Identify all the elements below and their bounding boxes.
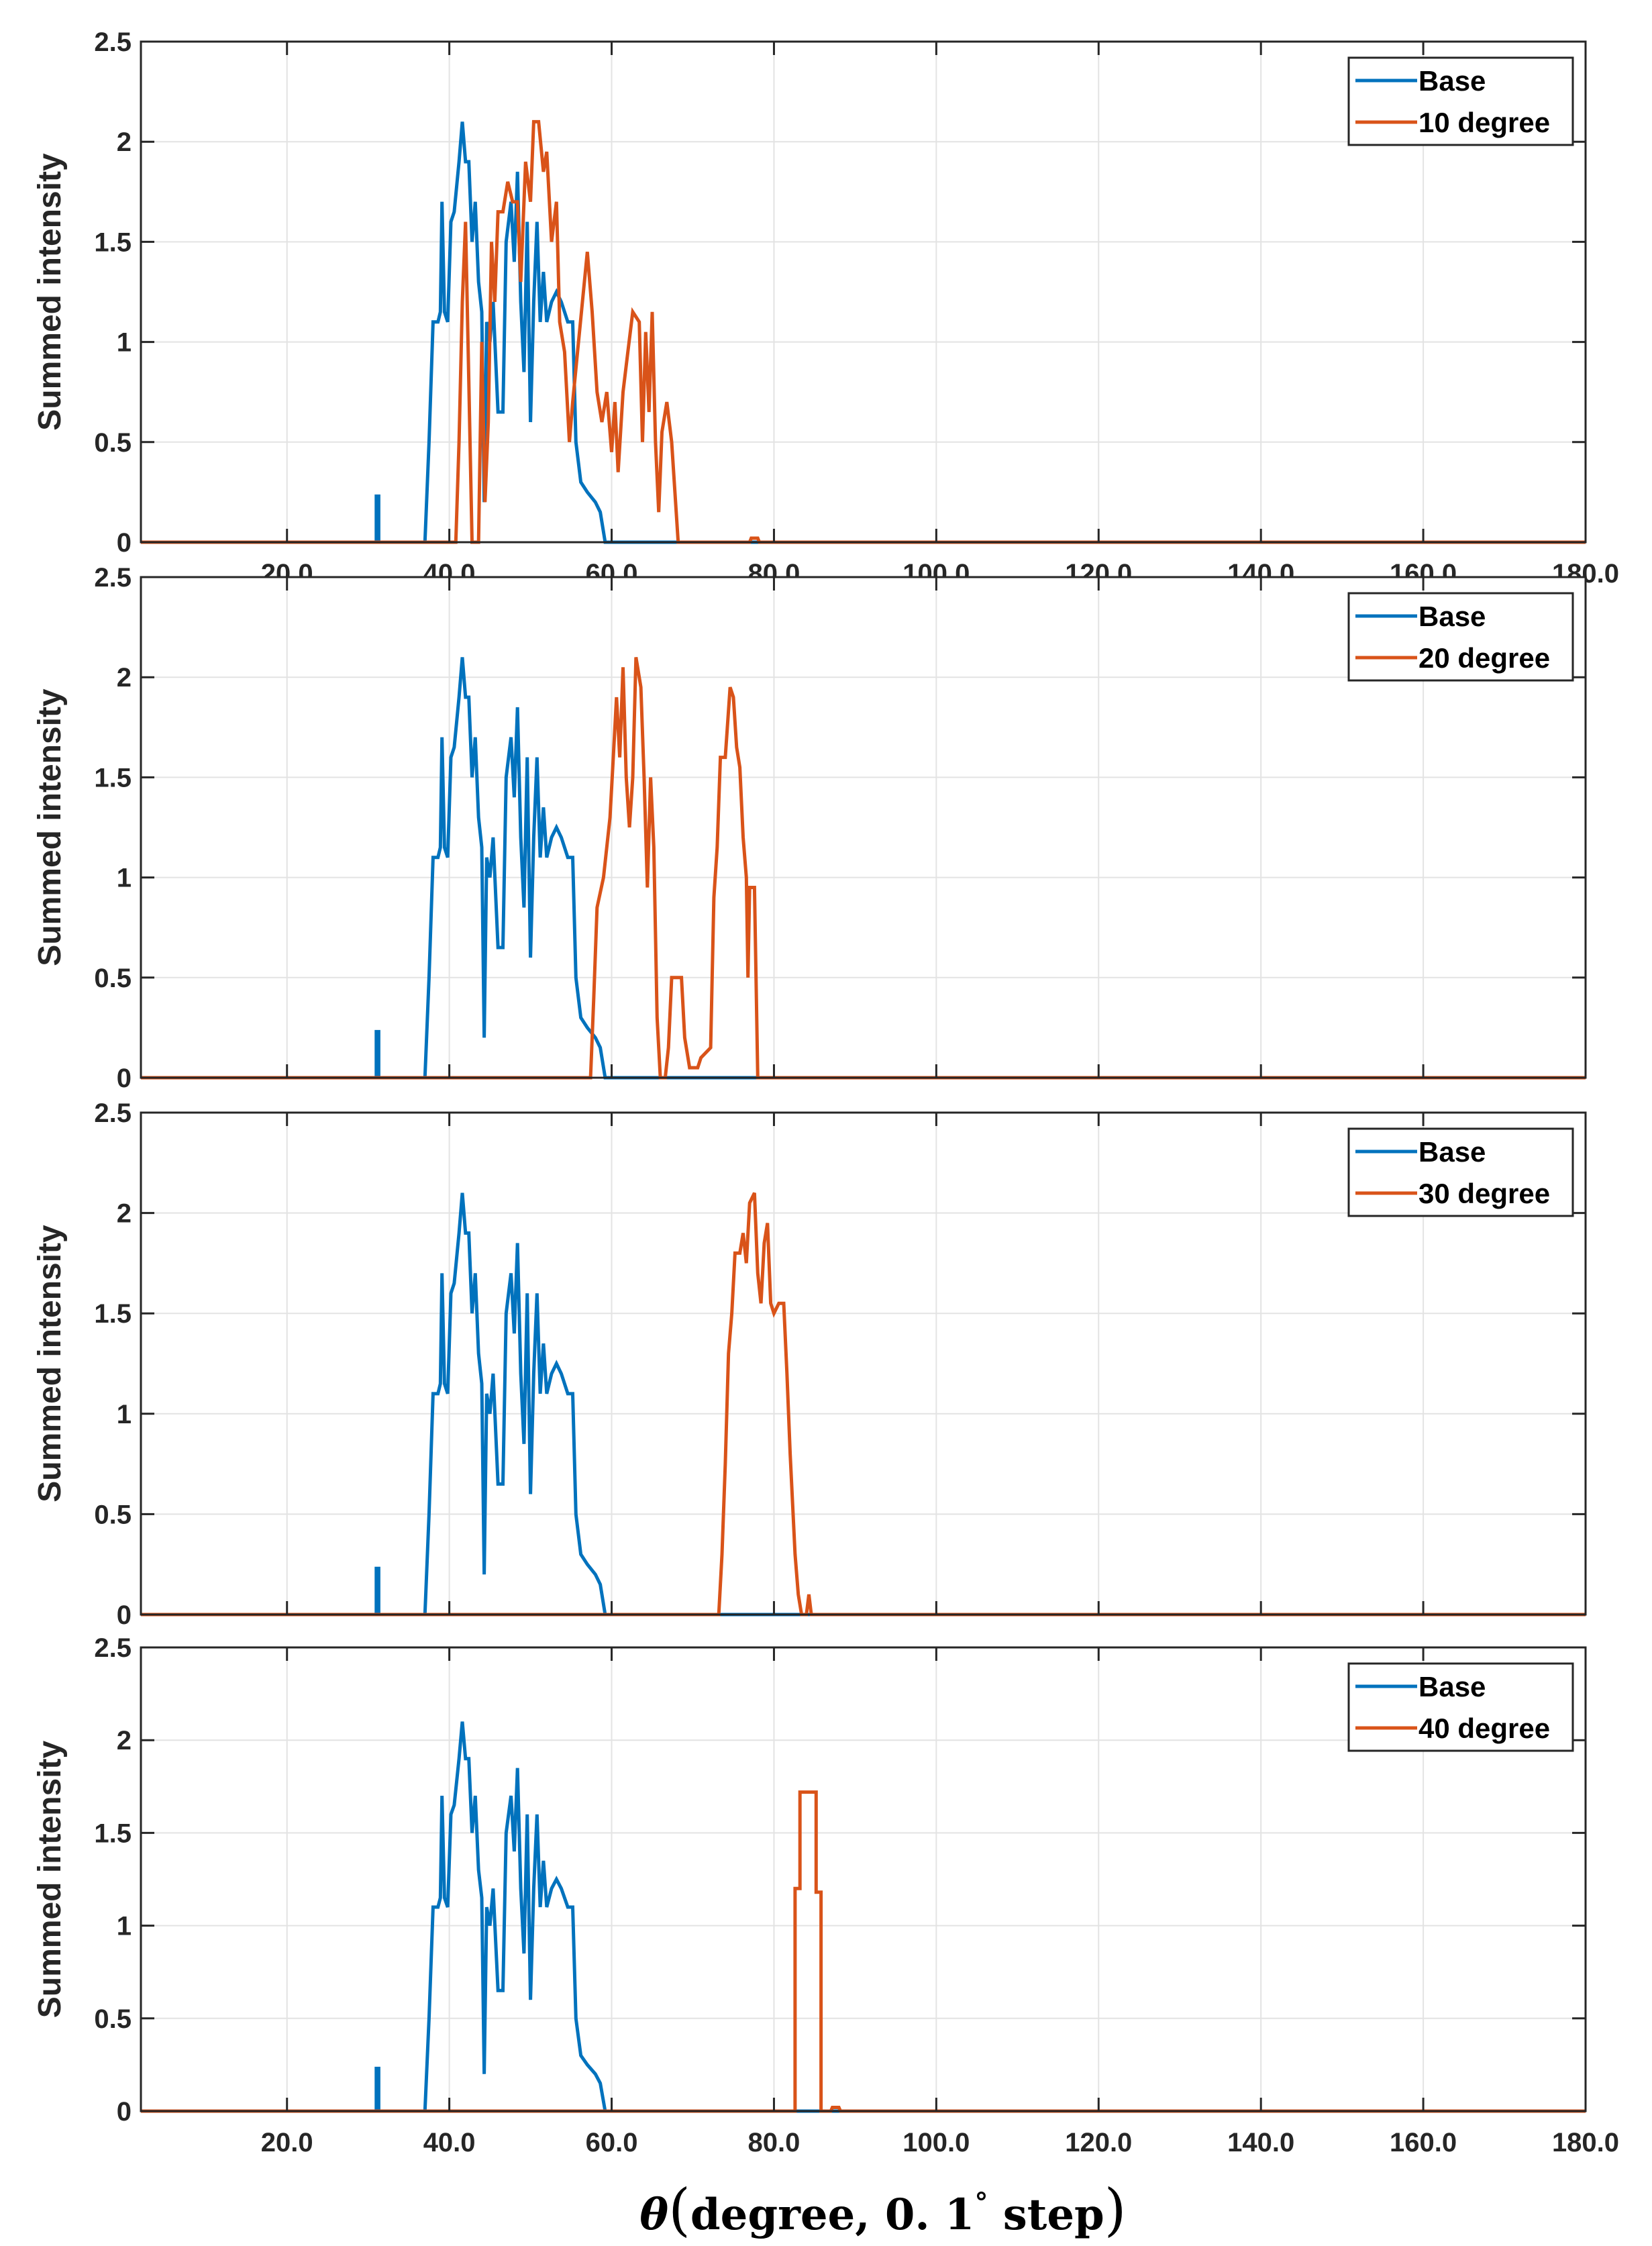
y-tick-label: 0: [117, 528, 132, 558]
y-tick-label: 0.5: [94, 1500, 132, 1529]
y-tick-label: 1: [117, 1912, 132, 1941]
legend-box: [1347, 56, 1574, 146]
y-tick-label: 2: [117, 127, 132, 157]
y-tick-label: 1: [117, 864, 132, 893]
series-line-base: [141, 1721, 1586, 2113]
series-line-base: [141, 1192, 1586, 1617]
x-tick-label: 80.0: [748, 2128, 801, 2157]
y-axis-label: Summed intensity: [32, 688, 68, 966]
legend: Base 30 degree: [1347, 1127, 1574, 1217]
x-title-unit: degree, 0. 1: [690, 2190, 975, 2240]
x-tick-label: 160.0: [1390, 2128, 1457, 2157]
series-line-20-degree: [141, 656, 1586, 1080]
y-tick-label: 2: [117, 663, 132, 693]
panel-2: 0 0.5 1 1.5 2 2.5 Summed intensity Base 20 degre…: [32, 563, 1587, 1093]
plot-area: [141, 577, 1586, 1078]
legend: Base 20 degree: [1347, 592, 1574, 682]
series-line-base: [141, 121, 1586, 544]
legend-label: 40 degree: [1418, 1713, 1550, 1744]
x-title-paren-close: ): [1104, 2177, 1127, 2243]
legend-label: Base: [1418, 1671, 1486, 1702]
y-tick-label: 0.5: [94, 428, 132, 458]
panel-4: 0 0.5 1 1.5 2 2.5 20.0 40.0 60.0 80.0 100.0 120.0 14…: [32, 1633, 1619, 2157]
x-title-degree-sign: °: [974, 2187, 988, 2218]
panel-3: 0 0.5 1 1.5 2 2.5 Summed intensity Base 30 degre…: [32, 1099, 1587, 1630]
x-tick-label: 140.0: [1227, 2128, 1294, 2157]
axes-box: [140, 576, 1587, 1079]
x-title-step: step: [988, 2190, 1104, 2240]
y-tick-label: 1.5: [94, 1819, 132, 1848]
y-tick-label: 2.5: [94, 28, 132, 57]
plot-area: [141, 1647, 1586, 2111]
y-tick-label: 1: [117, 328, 132, 358]
x-tick-label: 20.0: [261, 2128, 313, 2157]
legend-box: [1347, 1127, 1574, 1217]
series-line-30-degree: [141, 1192, 1586, 1617]
legend-box: [1347, 592, 1574, 682]
legend: Base 40 degree: [1347, 1662, 1574, 1752]
y-tick-label: 1: [117, 1400, 132, 1429]
y-axis-label: Summed intensity: [32, 1225, 68, 1502]
y-tick-label: 2: [117, 1199, 132, 1229]
legend-label: Base: [1418, 1136, 1486, 1168]
y-tick-label: 1.5: [94, 763, 132, 793]
y-tick-label: 2.5: [94, 1099, 132, 1128]
x-tick-label: 100.0: [902, 2128, 970, 2157]
x-title-theta: θ: [639, 2190, 668, 2240]
y-tick-label: 0: [117, 1600, 132, 1630]
legend-label: Base: [1418, 601, 1486, 632]
x-tick-label: 180.0: [1552, 2128, 1619, 2157]
panels: 00.511.522.520.0 40.0 60.0 80.0 100.0 120.0 14…: [32, 28, 1619, 2157]
y-axis-label: Summed intensity: [32, 153, 68, 431]
series-line-base: [141, 657, 1586, 1080]
axes-box: [140, 40, 1587, 544]
x-tick-label: 40.0: [423, 2128, 476, 2157]
series-line-40-degree: [141, 1790, 1586, 2113]
y-tick-label: 0.5: [94, 2004, 132, 2034]
y-tick-label: 1.5: [94, 227, 132, 257]
y-tick-label: 1.5: [94, 1299, 132, 1329]
x-tick-label: 60.0: [586, 2128, 638, 2157]
plot-area: [141, 42, 1586, 542]
legend-label: Base: [1418, 65, 1486, 97]
legend-label: 10 degree: [1418, 107, 1550, 138]
axes-box: [140, 1111, 1587, 1616]
axes-box: [140, 1646, 1587, 2112]
x-axis-title: θ(degree, 0. 1° step): [639, 2177, 1126, 2243]
legend-label: 20 degree: [1418, 642, 1550, 674]
y-tick-label: 2.5: [94, 563, 132, 593]
y-tick-label: 2: [117, 1726, 132, 1755]
y-tick-label: 0: [117, 1064, 132, 1093]
y-tick-label: 2.5: [94, 1633, 132, 1663]
legend-label: 30 degree: [1418, 1178, 1550, 1209]
series-line-10-degree: [141, 119, 1586, 544]
legend: Base 10 degree: [1347, 56, 1574, 146]
x-title-paren-open: (: [668, 2177, 690, 2243]
x-tick-label: 120.0: [1065, 2128, 1132, 2157]
y-tick-label: 0.5: [94, 964, 132, 993]
plot-area: [141, 1113, 1586, 1615]
y-tick-label: 0: [117, 2097, 132, 2127]
legend-box: [1347, 1662, 1574, 1752]
panel-1: 00.511.522.520.0 40.0 60.0 80.0 100.0 120.0 14…: [32, 28, 1619, 589]
y-axis-label: Summed intensity: [32, 1740, 68, 2018]
